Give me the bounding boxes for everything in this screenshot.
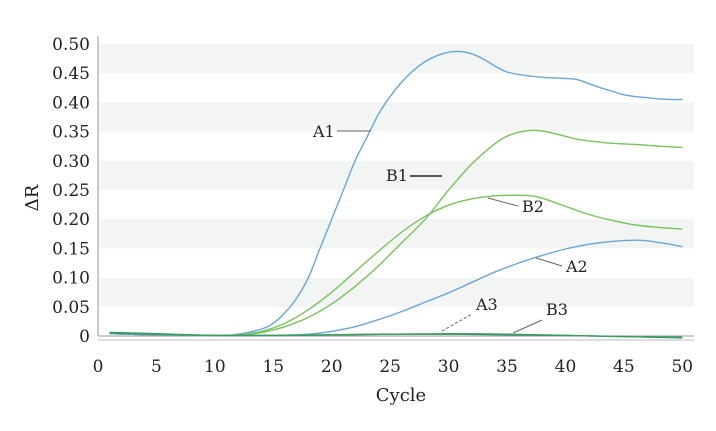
y-tick-label: 0.20 [52,210,90,230]
curve-label-a2: A2 [565,257,588,276]
curve-label-b1: B1 [386,166,408,185]
x-tick-label: 0 [93,357,104,377]
leader-line-a2 [535,257,563,267]
x-tick-label: 30 [438,357,460,377]
series-line-b1 [109,129,683,337]
x-tick-label: 5 [151,357,162,377]
curve-label-b2: B2 [522,197,544,216]
y-tick-label: 0.45 [52,64,90,84]
x-tick-label: 10 [204,357,226,377]
grid-band [98,160,694,190]
grid-band [98,219,694,249]
y-tick-label: 0.35 [52,123,90,143]
x-tick-label: 20 [321,357,343,377]
x-tick-label: 35 [496,357,518,377]
grid-band [98,277,694,307]
curve-label-a1: A1 [312,122,335,141]
leader-line-a3 [441,313,473,332]
y-tick-label: 0.40 [52,93,90,113]
x-tick-label: 15 [262,357,284,377]
y-tick-label: 0.05 [52,298,90,318]
y-axis-title: ΔR [22,184,43,211]
y-tick-label: 0 [79,327,90,347]
series-lines [109,50,683,339]
x-tick-label: 50 [671,357,693,377]
x-tick-label: 40 [555,357,577,377]
series-line-a1 [109,50,683,337]
curve-label-b3: B3 [546,300,568,319]
x-tick-label: 25 [379,357,401,377]
leader-line-b2 [487,197,519,207]
curve-label-a3: A3 [475,295,498,314]
grid-bands [98,44,694,307]
y-tick-label: 0.15 [52,239,90,259]
grid-band [98,44,694,74]
series-line-b3 [109,332,683,338]
y-tick-labels: 0 0.05 0.10 0.15 0.20 0.25 0.30 0.35 0.40 0.45 0.5… [52,35,90,347]
y-tick-label: 0.50 [52,35,90,55]
x-axis-title: Cycle [376,385,426,406]
curve-annotations: A1 B1 B2 A2 A3 B3 [312,122,588,334]
x-tick-label: 45 [613,357,635,377]
y-tick-label: 0.10 [52,269,90,289]
y-tick-label: 0.25 [52,181,90,201]
leader-line-b3 [512,319,543,334]
y-tick-label: 0.30 [52,152,90,172]
x-tick-labels: 0 5 10 15 20 25 30 35 40 45 50 [93,357,694,377]
grid-band [98,102,694,132]
series-line-b2 [109,194,683,337]
